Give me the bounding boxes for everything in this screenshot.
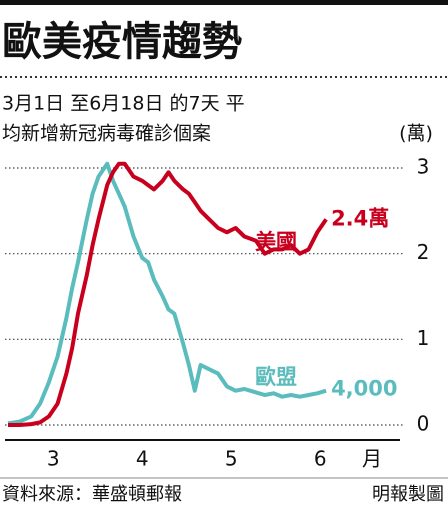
credit: 明報製圖	[372, 484, 444, 505]
subtitle: 3月1日 至6月18日 的7天 平	[2, 93, 245, 115]
y-tick-label: 0	[417, 412, 430, 436]
series-line	[7, 161, 327, 426]
y-tick-label: 2	[417, 240, 430, 264]
x-tick-label: 5	[225, 447, 238, 471]
series-name: 美國	[255, 230, 297, 254]
chart-title: 歐美疫情趨勢	[2, 19, 242, 65]
top-bar	[0, 0, 448, 5]
end-value-label: 4,000	[331, 377, 397, 401]
x-tick-label: 3	[47, 447, 60, 471]
y-tick-label: 3	[417, 155, 430, 179]
y-axis-label: (萬)	[399, 123, 433, 145]
x-tick-label: 4	[136, 447, 149, 471]
x-tick-label: 6	[314, 447, 327, 471]
y-tick-label: 1	[417, 326, 430, 350]
source: 資料來源：華盛頓郵報	[2, 484, 182, 505]
end-value-label: 2.4萬	[331, 206, 389, 230]
series-name: 歐盟	[255, 365, 297, 389]
subtitle: 均新增新冠病毒確診個案	[2, 123, 211, 145]
x-axis-label: 月	[362, 447, 382, 471]
series-line	[8, 161, 328, 427]
